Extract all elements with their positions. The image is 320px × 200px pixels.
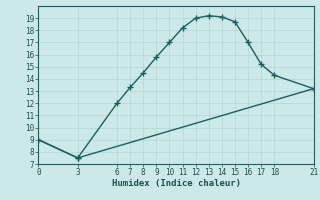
X-axis label: Humidex (Indice chaleur): Humidex (Indice chaleur) [111,179,241,188]
